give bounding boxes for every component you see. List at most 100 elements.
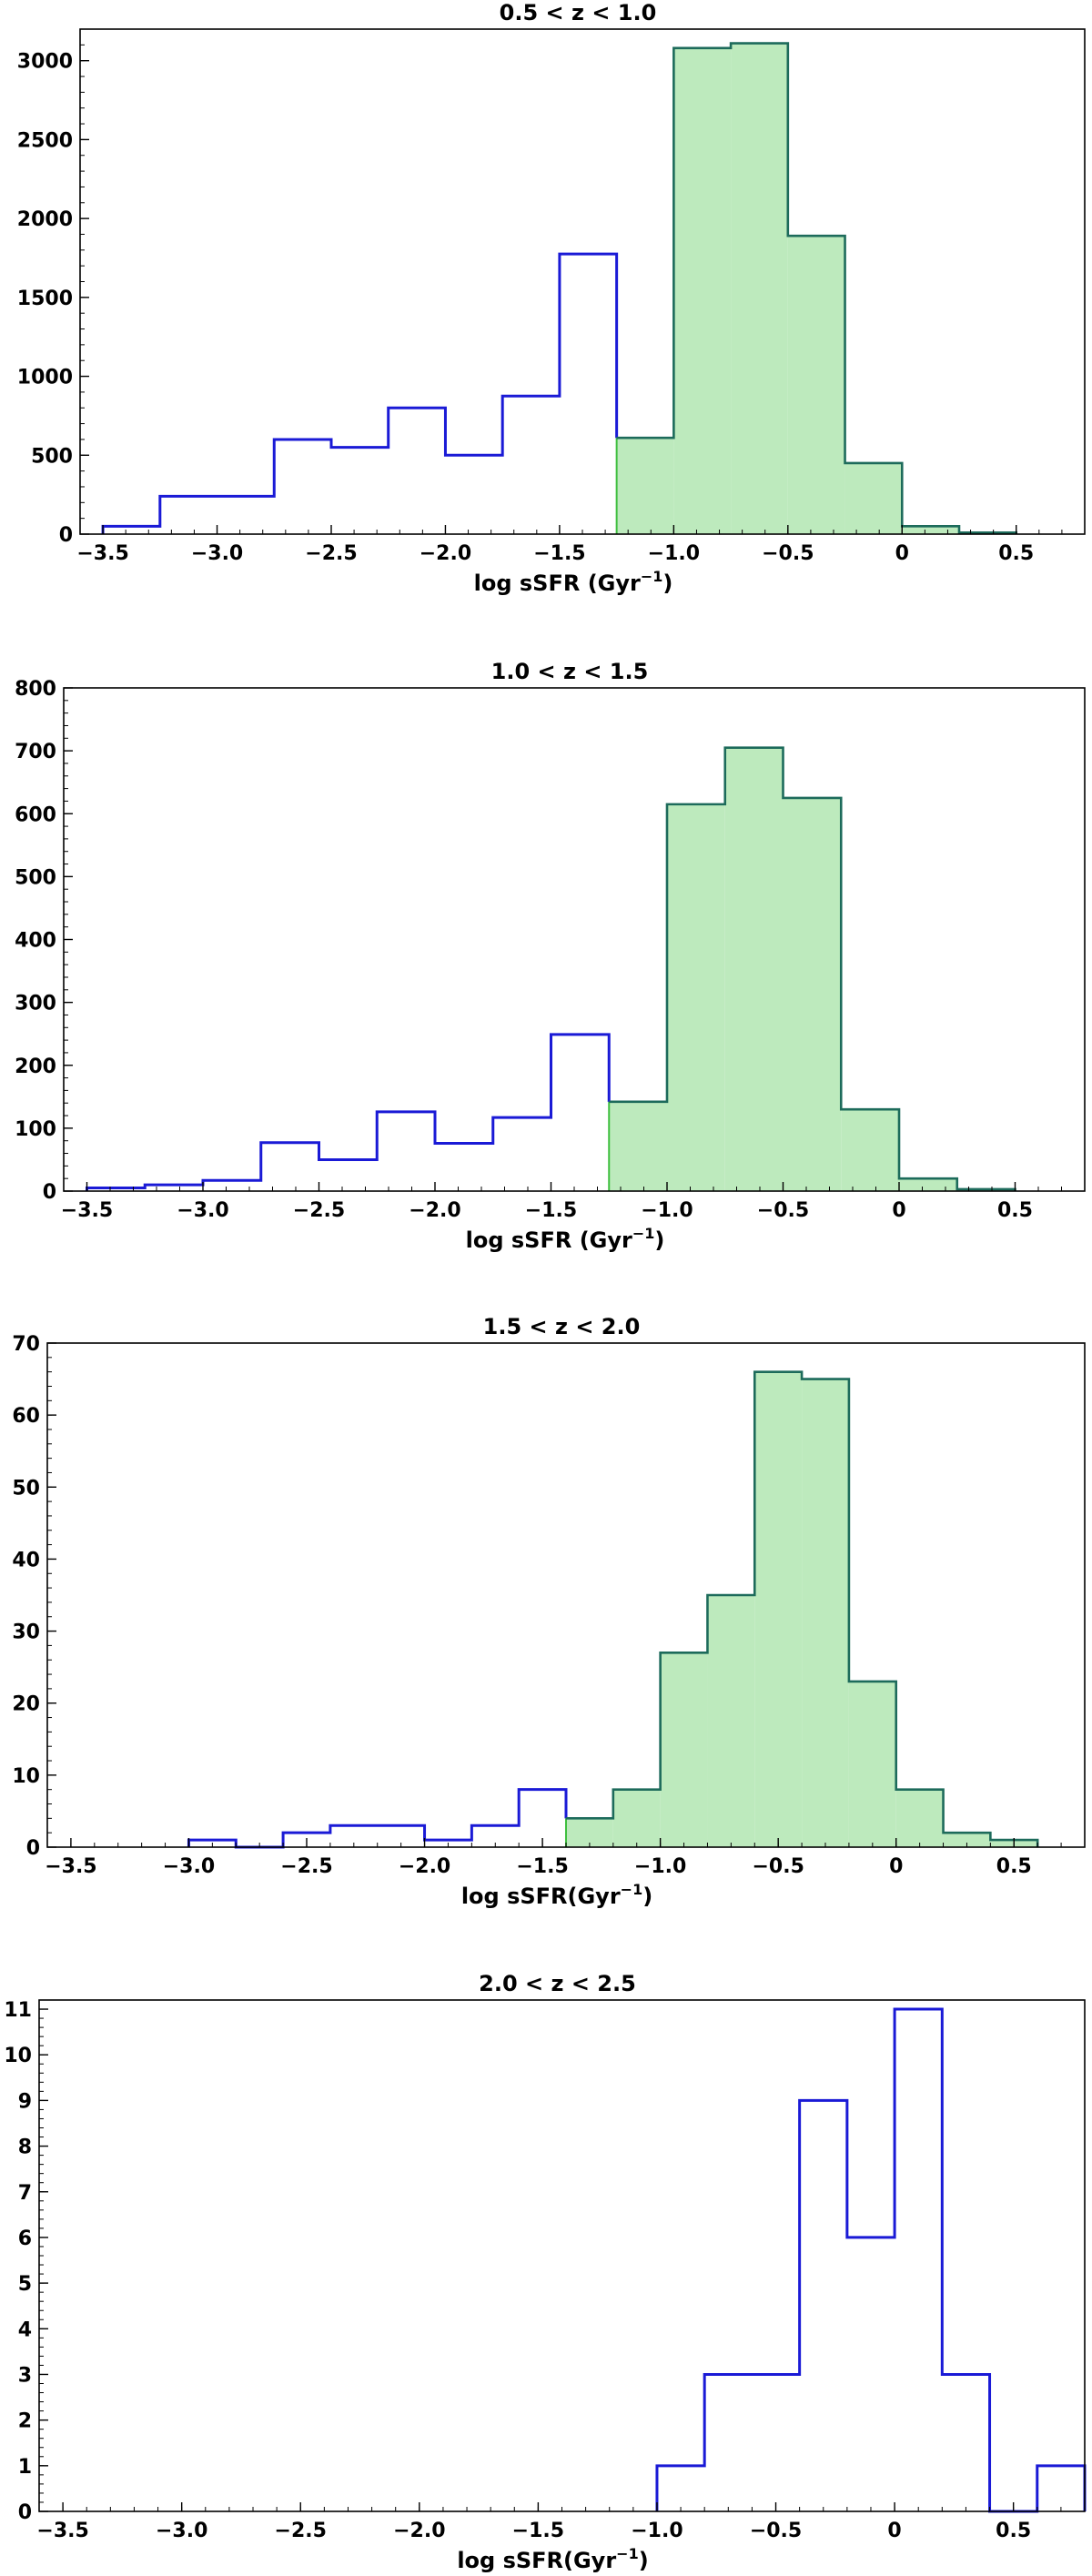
all-galaxies-step-line xyxy=(101,252,619,534)
y-tick-label: 2500 xyxy=(17,129,73,152)
panel-2: −3.5 −3.0 −2.5 −2.0 −1.5 −1.0 −0.5 0 0.5 0 100 200 3… xyxy=(15,659,1086,1253)
panel-title: 2.0 < z < 2.5 xyxy=(479,1971,636,1996)
x-tick-label: −2.5 xyxy=(280,1855,332,1878)
x-axis-label-close: ) xyxy=(639,2548,649,2573)
x-tick-label: −1.5 xyxy=(525,1199,577,1222)
y-tick-label: 0 xyxy=(59,524,73,547)
sf-bar xyxy=(895,1789,944,1847)
x-tick-label: 0.5 xyxy=(997,1199,1033,1222)
x-tick-label: −2.5 xyxy=(293,1199,345,1222)
x-tick-label: −1.0 xyxy=(641,1199,693,1222)
x-axis-label-main: log sSFR(Gyr xyxy=(457,2548,616,2573)
x-tick-label: −3.0 xyxy=(177,1199,228,1222)
panel-4: −3.5 −3.0 −2.5 −2.0 −1.5 −1.0 −0.5 0 0.5 0 1 2 3 4 5 6 7… xyxy=(4,1971,1087,2573)
y-tick-label: 4 xyxy=(18,2318,32,2341)
all-galaxies-step-line xyxy=(187,1788,568,1849)
panel-title: 1.5 < z < 2.0 xyxy=(483,1314,641,1339)
y-tick-label: 70 xyxy=(12,1333,40,1356)
y-tick-label: 0 xyxy=(18,2501,32,2524)
sf-bar xyxy=(783,797,842,1191)
y-tick-label: 800 xyxy=(15,678,56,701)
x-axis-label-sup: −1 xyxy=(621,1881,643,1898)
x-tick-label: −2.0 xyxy=(420,542,471,565)
y-tick-label: 5 xyxy=(18,2273,32,2296)
x-tick-label: 0 xyxy=(889,1855,903,1878)
x-tick-label: −1.5 xyxy=(533,542,585,565)
x-axis-label-main: log sSFR (Gyr xyxy=(474,571,641,596)
y-tick-label: 2000 xyxy=(17,208,73,231)
sf-step-line xyxy=(566,1370,1039,1847)
y-tick-label: 6 xyxy=(18,2227,32,2250)
panel-title: 1.0 < z < 1.5 xyxy=(491,659,649,684)
sf-bar xyxy=(899,1178,957,1191)
y-tick-label: 7 xyxy=(18,2182,32,2205)
x-tick-label: −2.0 xyxy=(399,1855,450,1878)
y-tick-label: 300 xyxy=(15,993,56,1015)
y-tick-label: 60 xyxy=(12,1405,40,1428)
sf-bar xyxy=(943,1833,991,1847)
y-tick-label: 11 xyxy=(4,1999,32,2022)
x-axis-label-sup: −1 xyxy=(616,2545,639,2562)
x-tick-label: 0.5 xyxy=(998,542,1034,565)
x-tick-label: −2.5 xyxy=(305,542,357,565)
x-tick-label: −0.5 xyxy=(750,2520,802,2542)
axes-frame xyxy=(46,1342,1086,1848)
x-tick-label: −2.5 xyxy=(275,2520,327,2542)
x-axis-label-close: ) xyxy=(654,1227,664,1253)
y-tick-label: 600 xyxy=(15,803,56,826)
sf-bar xyxy=(844,462,903,534)
x-tick-label: −3.5 xyxy=(45,1855,96,1878)
y-tick-label: 200 xyxy=(15,1056,56,1078)
y-tick-label: 0 xyxy=(43,1181,56,1204)
sf-bar xyxy=(802,1379,849,1847)
y-tick-label: 10 xyxy=(12,1765,40,1788)
x-tick-label: −3.5 xyxy=(76,542,128,565)
all-galaxies-step-line xyxy=(655,2007,1087,2513)
y-tick-label: 700 xyxy=(15,741,56,763)
all-galaxies-step-line xyxy=(86,1033,611,1191)
x-tick-label: −3.0 xyxy=(191,542,243,565)
sf-bar xyxy=(787,236,845,534)
y-tick-label: 1500 xyxy=(17,288,73,310)
y-tick-label: 3000 xyxy=(17,51,73,74)
x-tick-label: −1.0 xyxy=(631,2520,682,2542)
sf-bar xyxy=(667,803,725,1191)
axes-frame xyxy=(38,1999,1086,2512)
x-tick-label: 0.5 xyxy=(996,1855,1032,1878)
sf-bar xyxy=(609,1101,667,1191)
y-tick-label: 9 xyxy=(18,2090,32,2113)
x-tick-label: −3.5 xyxy=(61,1199,113,1222)
x-tick-label: −3.0 xyxy=(156,2520,207,2542)
x-axis-label-sup: −1 xyxy=(632,1225,655,1242)
x-axis-label-close: ) xyxy=(642,1884,652,1909)
x-axis-label: log sSFR (Gyr−1) xyxy=(466,1225,665,1253)
y-tick-label: 100 xyxy=(15,1118,56,1141)
x-axis-label-sup: −1 xyxy=(641,568,663,585)
panel-title: 0.5 < z < 1.0 xyxy=(500,0,657,25)
y-tick-label: 10 xyxy=(4,2045,32,2067)
x-tick-label: −1.0 xyxy=(648,542,700,565)
x-tick-label: −2.0 xyxy=(409,1199,460,1222)
x-tick-label: −0.5 xyxy=(757,1199,809,1222)
y-tick-label: 8 xyxy=(18,2137,32,2159)
x-axis-label: log sSFR(Gyr−1) xyxy=(461,1881,652,1909)
x-tick-label: −3.5 xyxy=(36,2520,88,2542)
sf-bar xyxy=(612,1789,661,1847)
x-axis-label-main: log sSFR (Gyr xyxy=(466,1227,632,1253)
sf-bar xyxy=(902,526,959,534)
x-tick-label: 0.5 xyxy=(996,2520,1031,2542)
x-tick-label: −3.0 xyxy=(163,1855,215,1878)
sf-bar xyxy=(616,438,674,534)
y-tick-label: 40 xyxy=(12,1549,40,1571)
x-axis-label: log sSFR (Gyr−1) xyxy=(474,568,673,596)
x-tick-label: 0 xyxy=(895,542,909,565)
x-tick-label: −0.5 xyxy=(752,1855,804,1878)
sf-bar xyxy=(848,1681,896,1847)
y-tick-label: 400 xyxy=(15,930,56,953)
sf-bar xyxy=(673,47,732,534)
x-tick-label: −1.5 xyxy=(516,1855,568,1878)
y-tick-label: 0 xyxy=(26,1837,40,1860)
sf-bar xyxy=(754,1371,803,1847)
sf-step-line xyxy=(616,42,1018,534)
x-tick-label: −1.5 xyxy=(512,2520,564,2542)
